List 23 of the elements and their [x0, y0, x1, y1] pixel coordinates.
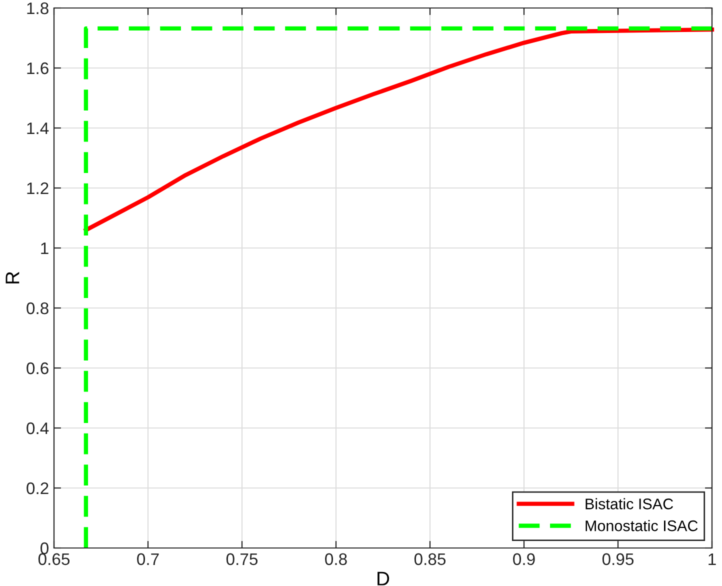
legend-label: Bistatic ISAC [586, 498, 674, 510]
y-tick-label: 0.6 [26, 362, 48, 374]
x-axis-title: D [378, 572, 390, 586]
y-tick-label: 0.2 [26, 482, 48, 494]
y-tick-label: 0.4 [26, 422, 49, 434]
y-tick-label: 1.6 [27, 62, 48, 74]
legend-label: Monostatic ISAC [586, 520, 698, 532]
y-tick-label: 1.2 [27, 182, 48, 194]
y-tick-label: 1.8 [27, 2, 48, 14]
y-tick-label: 1.4 [27, 122, 49, 134]
x-tick-label: 0.7 [137, 553, 159, 566]
y-axis-title: R [6, 272, 20, 284]
x-tick-label: 0.9 [513, 553, 535, 566]
x-tick-label: 0.75 [226, 553, 258, 566]
y-tick-label: 1 [41, 242, 48, 254]
x-tick-label: 0.65 [38, 553, 70, 566]
x-tick-label: 0.95 [602, 553, 634, 566]
x-tick-label: 1 [708, 553, 716, 565]
x-tick-label: 0.8 [325, 553, 347, 566]
y-tick-label: 0.8 [26, 302, 48, 314]
y-tick-label: 0 [40, 542, 48, 554]
line-series [84, 28, 714, 232]
x-tick-label: 0.85 [414, 553, 446, 566]
